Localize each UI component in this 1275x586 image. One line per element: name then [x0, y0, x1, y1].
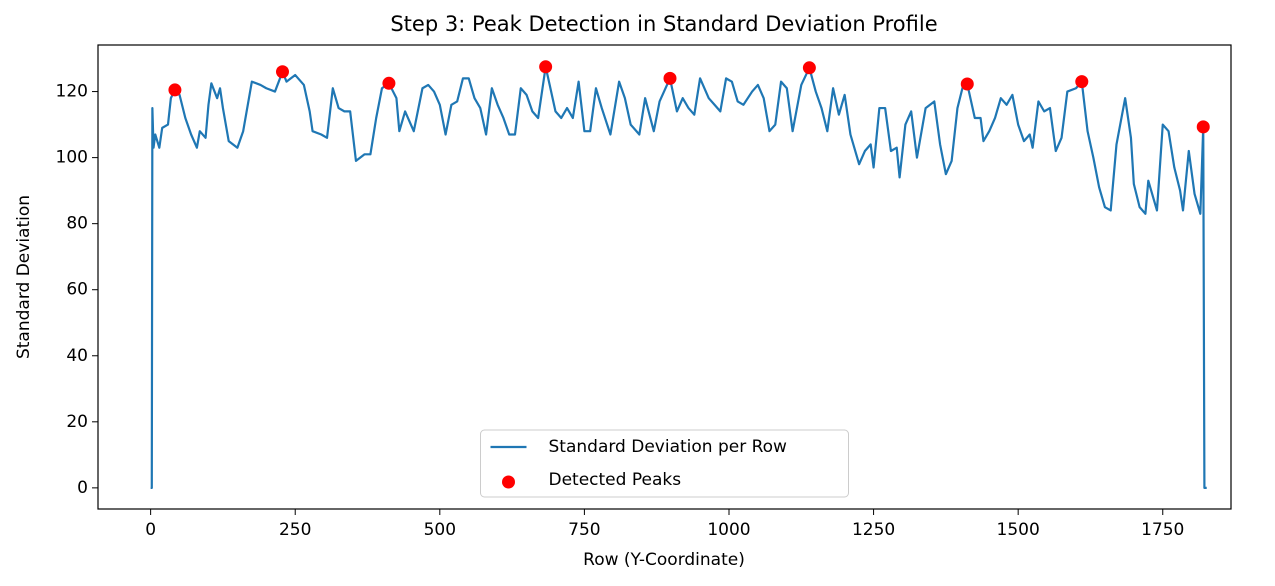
peak-point: [1075, 75, 1089, 89]
x-tick-label: 500: [424, 520, 456, 540]
peak-point: [168, 83, 182, 97]
x-tick-label: 1750: [1141, 520, 1184, 540]
y-tick-label: 60: [66, 280, 88, 300]
legend-dot-swatch: [502, 475, 515, 489]
peak-point: [802, 61, 816, 75]
x-tick-label: 0: [145, 520, 156, 540]
x-axis-label: Row (Y-Coordinate): [583, 550, 745, 570]
x-tick-label: 750: [568, 520, 600, 540]
data-line: [150, 65, 1207, 489]
y-tick-label: 80: [66, 214, 88, 234]
legend-label[interactable]: Detected Peaks: [549, 470, 682, 490]
legend-label[interactable]: Standard Deviation per Row: [549, 437, 788, 457]
y-tick-label: 20: [66, 412, 88, 432]
legend-box: [480, 429, 849, 498]
peak-point: [382, 76, 396, 90]
peak-point: [960, 77, 974, 91]
x-tick-label: 1500: [997, 520, 1040, 540]
x-tick-label: 1250: [852, 520, 895, 540]
x-tick-label: 250: [279, 520, 311, 540]
y-tick-label: 100: [56, 148, 88, 168]
peak-point: [663, 71, 677, 85]
y-axis-label: Standard Deviation: [14, 195, 34, 359]
y-tick-label: 0: [77, 478, 88, 498]
chart-title: Step 3: Peak Detection in Standard Devia…: [390, 12, 937, 36]
plot-frame: [97, 44, 1232, 510]
y-tick-label: 120: [56, 82, 88, 102]
legend: Standard Deviation per Row Detected Peaks: [480, 429, 849, 498]
x-tick-label: 1000: [707, 520, 750, 540]
y-tick-label: 40: [66, 346, 88, 366]
peak-point: [539, 60, 553, 74]
peak-point: [275, 65, 289, 79]
peak-point: [1196, 120, 1210, 134]
